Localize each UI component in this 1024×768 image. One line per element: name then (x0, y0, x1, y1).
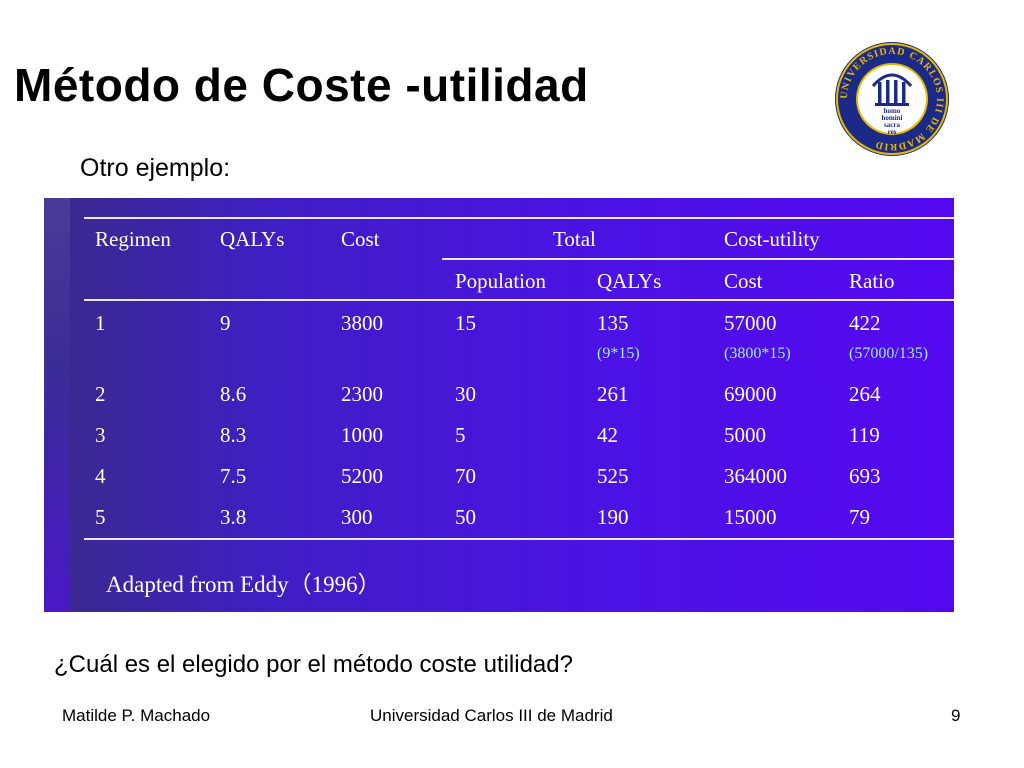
row5-regimen: 5 (95, 505, 106, 529)
row4-qalys: 7.5 (220, 464, 247, 488)
row2-regimen: 2 (95, 382, 106, 406)
row2-total-qalys: 261 (597, 382, 629, 406)
row4-total-cost: 364000 (724, 464, 787, 488)
row1-regimen: 1 (95, 311, 106, 335)
footer-page-number: 9 (951, 706, 961, 725)
row1-total-qalys: 135 (597, 311, 629, 335)
header-bottom-rule (84, 299, 954, 301)
row3-qalys: 8.3 (220, 423, 247, 447)
slide-question: ¿Cuál es el elegido por el método coste … (54, 651, 573, 678)
row1-population: 15 (455, 311, 476, 335)
row4-population: 70 (455, 464, 476, 488)
row1-cost: 3800 (341, 311, 383, 335)
row4-regimen: 4 (95, 464, 106, 488)
row3-total-cost: 5000 (724, 423, 766, 447)
row1-ratio: 422 (849, 311, 881, 335)
row5-total-cost: 15000 (724, 505, 777, 529)
row4-total-qalys: 525 (597, 464, 629, 488)
header-total-qalys: QALYs (597, 269, 662, 293)
table-top-rule (84, 217, 954, 219)
row2-cost: 2300 (341, 382, 383, 406)
row5-population: 50 (455, 505, 476, 529)
header-population: Population (455, 269, 547, 293)
header-qalys: QALYs (220, 227, 285, 251)
formula-qalys: (9*15) (597, 345, 640, 362)
header-ratio: Ratio (849, 269, 895, 293)
row1-qalys: 9 (220, 311, 231, 335)
row2-total-cost: 69000 (724, 382, 777, 406)
row3-cost: 1000 (341, 423, 383, 447)
row5-qalys: 3.8 (220, 505, 247, 529)
row5-cost: 300 (341, 505, 373, 529)
panel-side-strip (44, 198, 70, 612)
row3-total-qalys: 42 (597, 423, 618, 447)
footer-institution: Universidad Carlos III de Madrid (370, 706, 613, 725)
row5-total-qalys: 190 (597, 505, 629, 529)
university-seal-logo: UNIVERSIDAD CARLOS III DE MADRID homo ho… (835, 42, 949, 156)
header-cost-utility: Cost-utility (724, 227, 820, 251)
footer-author: Matilde P. Machado (62, 706, 211, 725)
row5-ratio: 79 (849, 505, 870, 529)
row2-ratio: 264 (849, 382, 881, 406)
row4-ratio: 693 (849, 464, 881, 488)
table-bottom-rule (84, 538, 954, 540)
slide-title: Método de Coste -utilidad (14, 59, 589, 111)
row3-ratio: 119 (849, 423, 880, 447)
svg-text:res: res (888, 128, 897, 136)
formula-cost: (3800*15) (724, 345, 791, 362)
header-regimen: Regimen (95, 227, 171, 251)
row3-population: 5 (455, 423, 466, 447)
slide-subtitle: Otro ejemplo: (80, 154, 231, 182)
table-source-note: Adapted from Eddy（1996） (106, 572, 381, 597)
header-total: Total (553, 227, 596, 251)
row3-regimen: 3 (95, 423, 106, 447)
svg-text:sacra: sacra (884, 121, 900, 129)
svg-text:homo: homo (884, 107, 901, 115)
header-total-cost: Cost (724, 269, 763, 293)
cost-utility-table-panel: Regimen QALYs Cost Total Cost-utility Po… (44, 198, 954, 612)
row1-total-cost: 57000 (724, 311, 777, 335)
row2-qalys: 8.6 (220, 382, 247, 406)
row4-cost: 5200 (341, 464, 383, 488)
svg-text:homini: homini (881, 114, 902, 122)
header-cost: Cost (341, 227, 380, 251)
formula-ratio: (57000/135) (849, 345, 929, 362)
total-group-rule (442, 258, 954, 260)
row2-population: 30 (455, 382, 476, 406)
